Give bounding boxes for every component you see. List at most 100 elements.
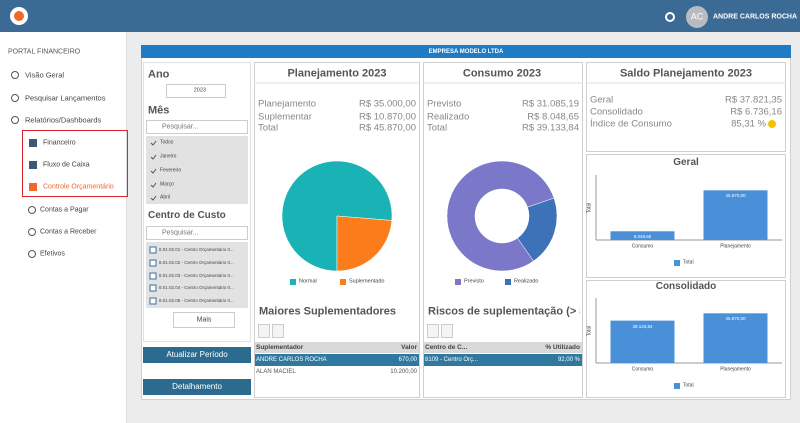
pager[interactable]: [272, 324, 284, 338]
bar: [610, 320, 675, 363]
status-dot: [768, 120, 776, 128]
legend-label: Normal: [299, 278, 317, 285]
x-tick-label: Consumo: [631, 243, 654, 250]
nav-item[interactable]: Efetivos: [40, 250, 65, 258]
nav-subitem[interactable]: Financeiro: [43, 139, 76, 147]
table-cell: ANDRE CARLOS ROCHA: [256, 357, 327, 363]
highlight-box: [22, 130, 128, 197]
button-label[interactable]: Detalhamento: [172, 382, 222, 391]
month-option[interactable]: Janeiro: [160, 153, 177, 160]
table-cell: 8109 - Centro Orç...: [425, 357, 479, 363]
data-label: 39.133,84: [632, 323, 653, 329]
metric-label: Índice de Consumo: [590, 118, 672, 130]
month-option[interactable]: Abril: [160, 194, 171, 201]
cost-center-list: [146, 242, 248, 308]
cost-center-option[interactable]: 8.01.02.05 - Centro Orçamentário 0...: [159, 298, 234, 303]
column-header: % Utilizado: [545, 343, 580, 351]
slice: [446, 160, 555, 272]
nav-subitem[interactable]: Fluxo de Caixa: [43, 161, 90, 169]
pager[interactable]: [427, 324, 439, 338]
metric-label: Consolidado: [590, 106, 643, 118]
button-label[interactable]: Atualizar Período: [166, 350, 228, 359]
nav-icon: [28, 250, 36, 258]
check: [150, 195, 157, 201]
metric-value: 85,31 %: [731, 118, 766, 130]
legend-label: Suplementado: [349, 278, 385, 285]
metric-label: Total: [258, 122, 279, 134]
update-button[interactable]: [143, 347, 251, 363]
cost-center-option[interactable]: 8.01.02.03 - Centro Orçamentário 0...: [159, 273, 234, 278]
checkbox: [149, 246, 157, 254]
metric-value: R$ 8.048,65: [527, 111, 579, 123]
legend-swatch: [505, 279, 511, 285]
dashboard-title-bar: [141, 45, 791, 58]
pager[interactable]: [258, 324, 270, 338]
legend-swatch: [455, 279, 461, 285]
metric-value: R$ 39.133,84: [521, 122, 579, 134]
panel-title: Planejamento 2023: [287, 67, 387, 80]
nav-item[interactable]: Pesquisar Lançamentos: [25, 93, 106, 103]
metric-value: R$ 35.000,00: [358, 98, 416, 110]
table-cell: ALAN MACIEL: [256, 369, 296, 375]
chart-title: Consolidado: [655, 281, 717, 292]
metric-label: Suplementar: [258, 111, 312, 123]
button-label[interactable]: Mais: [196, 316, 212, 324]
cost-center-option[interactable]: 8.01.02.01 - Centro Orçamentário 0...: [159, 247, 234, 252]
table-row-selected[interactable]: [424, 354, 582, 366]
table-header: [424, 342, 582, 353]
metric-value: R$ 6.736,16: [730, 106, 782, 118]
metric-value: R$ 10.870,00: [358, 111, 416, 123]
year-input[interactable]: [166, 84, 226, 98]
pager[interactable]: [441, 324, 453, 338]
nav-item[interactable]: Relatórios/Dashboards: [25, 115, 102, 125]
column-header: Suplementador: [256, 343, 304, 351]
slice: [336, 215, 393, 272]
filter-label: Centro de Custo: [148, 210, 226, 221]
table-header: [255, 342, 419, 353]
bar: [610, 231, 675, 240]
nav-icon: [29, 183, 37, 191]
month-option[interactable]: Fevereiro: [160, 167, 182, 174]
metric-value: R$ 31.085,19: [521, 98, 579, 110]
nav-icon: [28, 206, 36, 214]
check: [150, 182, 157, 188]
metric-label: Geral: [590, 94, 614, 106]
settings-icon[interactable]: [665, 12, 675, 22]
more-button[interactable]: [173, 312, 235, 328]
logo-mark: [14, 11, 24, 21]
panel-title: Consumo 2023: [462, 67, 542, 80]
nav-subitem[interactable]: Controle Orçamentário: [43, 183, 114, 191]
month-option[interactable]: Todos: [160, 139, 174, 146]
table-cell: 10.200,00: [390, 369, 417, 375]
column-header: Centro de C...: [425, 343, 468, 351]
check: [150, 168, 157, 174]
filter-label: Ano: [148, 68, 170, 81]
avatar[interactable]: [686, 6, 708, 28]
cost-center-option[interactable]: 8.01.02.02 - Centro Orçamentário 0...: [159, 260, 234, 265]
search-box[interactable]: [146, 226, 248, 240]
legend-label: Previsto: [464, 278, 484, 285]
nav-item[interactable]: Contas a Receber: [40, 228, 97, 236]
nav-item[interactable]: Contas a Pagar: [40, 206, 89, 214]
chart-title: Geral: [673, 157, 699, 168]
year-value[interactable]: 2023: [193, 87, 206, 94]
search-placeholder[interactable]: Pesquisar...: [162, 123, 199, 131]
bar: [703, 313, 768, 363]
nav-item[interactable]: Visão Geral: [25, 70, 65, 80]
metric-value: R$ 45.870,00: [358, 122, 416, 134]
detail-button[interactable]: [143, 379, 251, 395]
cost-center-option[interactable]: 8.01.02.04 - Centro Orçamentário 0...: [159, 285, 234, 290]
search-box[interactable]: [146, 120, 248, 134]
table-cell: 92,00 %: [557, 357, 580, 363]
user-name: ANDRE CARLOS ROCHA: [713, 13, 797, 21]
search-placeholder[interactable]: Pesquisar...: [162, 229, 199, 237]
month-list: [146, 136, 248, 204]
table-row-selected[interactable]: [255, 354, 419, 366]
table-cell: 670,00: [398, 357, 417, 363]
check: [150, 140, 157, 146]
checkbox: [149, 297, 157, 305]
month-option[interactable]: Março: [160, 181, 174, 188]
panel: [586, 62, 786, 152]
y-axis-label: Total: [586, 325, 593, 336]
